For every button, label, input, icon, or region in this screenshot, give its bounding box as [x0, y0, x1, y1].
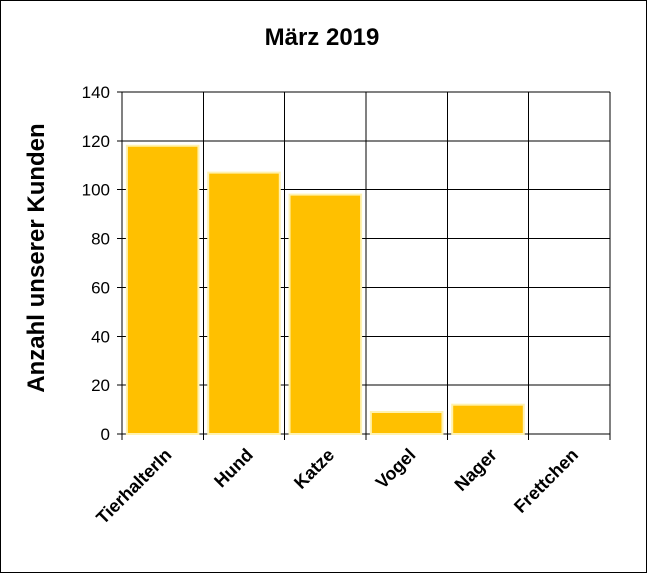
x-tick-label: TierhalterIn — [92, 445, 175, 528]
y-tick-label: 100 — [82, 181, 110, 200]
y-tick-label: 60 — [91, 278, 110, 297]
x-tick-label: Frettchen — [510, 445, 582, 517]
y-tick-label: 80 — [91, 230, 110, 249]
bar-tierhalterin — [125, 144, 200, 435]
y-tick-label: 120 — [82, 132, 110, 151]
x-tick-label: Katze — [290, 445, 338, 493]
bar-katze — [288, 193, 363, 435]
bar-hund — [207, 171, 281, 435]
y-axis-label: Anzahl unserer Kunden — [23, 123, 50, 392]
x-tick-label: Vogel — [372, 445, 420, 493]
x-tick-label: Hund — [210, 445, 257, 492]
chart-title: März 2019 — [265, 24, 380, 51]
y-tick-label: 20 — [91, 376, 110, 395]
y-tick-label: 140 — [82, 83, 110, 102]
bar-nager — [451, 403, 525, 435]
y-tick-label: 0 — [101, 425, 110, 444]
y-tick-label: 40 — [91, 327, 110, 346]
x-tick-label: Nager — [451, 445, 501, 495]
plot-area: 0 20 40 60 80 100 120 140 TierhalterIn Hund Katze V… — [82, 83, 611, 528]
bar-vogel — [369, 411, 444, 435]
